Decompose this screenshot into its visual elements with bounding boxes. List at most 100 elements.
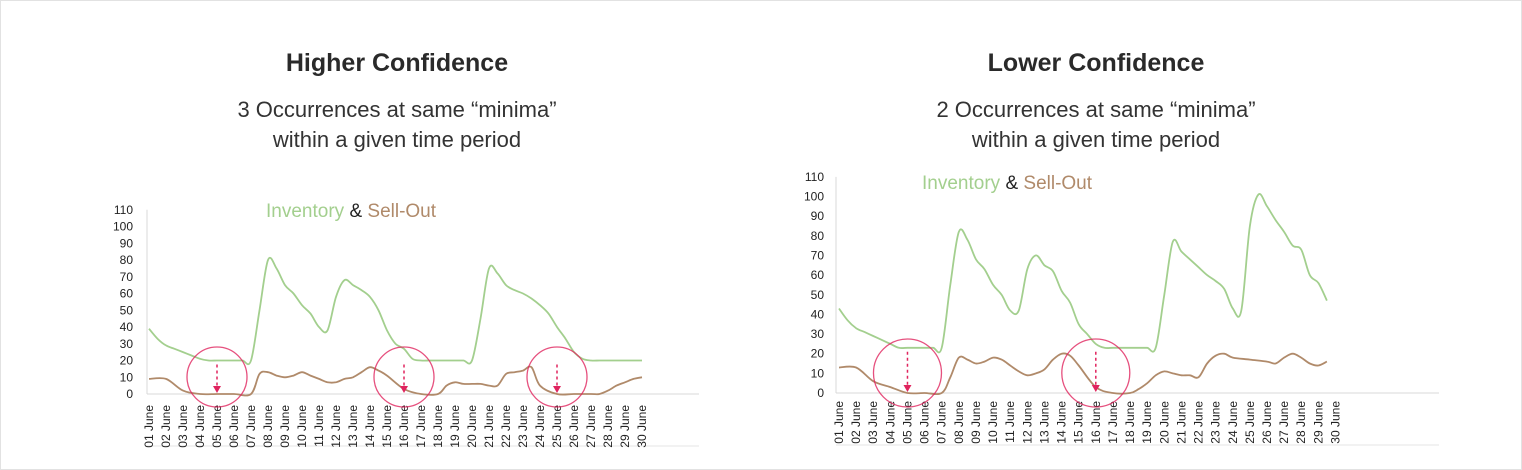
y-tick-label: 30 bbox=[811, 327, 825, 341]
x-tick-label: 29 June bbox=[1311, 401, 1325, 444]
y-tick-label: 100 bbox=[804, 190, 824, 204]
y-tick-label: 0 bbox=[126, 387, 133, 401]
x-tick-label: 03 June bbox=[176, 405, 190, 448]
x-tick-label: 29 June bbox=[618, 405, 632, 448]
y-tick-label: 60 bbox=[120, 287, 134, 301]
y-tick-label: 40 bbox=[120, 320, 134, 334]
x-tick-label: 22 June bbox=[499, 405, 513, 448]
y-tick-label: 10 bbox=[120, 370, 134, 384]
x-tick-label: 11 June bbox=[1003, 401, 1017, 443]
x-tick-label: 23 June bbox=[516, 405, 530, 448]
chart-legend: Inventory & Sell-Out bbox=[266, 201, 437, 222]
sellout-line bbox=[838, 352, 1328, 396]
x-tick-label: 14 June bbox=[1055, 401, 1069, 444]
down-arrow-head bbox=[1091, 385, 1100, 392]
x-tick-label: 23 June bbox=[1209, 401, 1223, 444]
down-arrow-head bbox=[903, 385, 912, 392]
x-tick-label: 01 June bbox=[832, 401, 846, 444]
x-tick-label: 06 June bbox=[918, 401, 932, 444]
x-tick-label: 10 June bbox=[986, 401, 1000, 444]
y-tick-label: 80 bbox=[811, 229, 825, 243]
x-tick-label: 17 June bbox=[1106, 401, 1120, 444]
y-tick-label: 90 bbox=[811, 209, 825, 223]
x-tick-label: 28 June bbox=[601, 405, 615, 448]
minima-circle bbox=[373, 346, 435, 408]
x-tick-label: 08 June bbox=[261, 405, 275, 448]
legend-inventory: Inventory bbox=[922, 173, 1005, 194]
x-tick-label: 27 June bbox=[584, 405, 598, 448]
y-tick-label: 20 bbox=[811, 347, 825, 361]
panel-title-left: Higher Confidence bbox=[285, 49, 509, 77]
x-tick-label: 30 June bbox=[1328, 401, 1342, 444]
y-tick-label: 110 bbox=[114, 203, 133, 217]
down-arrow-head bbox=[553, 386, 561, 393]
minima-circle bbox=[526, 346, 588, 408]
subtitle-line-1: 2 Occurrences at same “minima” bbox=[936, 97, 1256, 122]
x-tick-label: 21 June bbox=[1174, 401, 1188, 444]
legend-amp: & bbox=[349, 201, 367, 222]
panel-subtitle-right: 2 Occurrences at same “minima” within a … bbox=[846, 95, 1346, 155]
x-tick-label: 20 June bbox=[1157, 401, 1171, 444]
legend-sellout: Sell-Out bbox=[1023, 173, 1092, 194]
x-tick-label: 27 June bbox=[1277, 401, 1291, 444]
y-tick-label: 20 bbox=[120, 354, 134, 368]
x-tick-label: 05 June bbox=[210, 405, 224, 448]
x-tick-label: 02 June bbox=[159, 405, 173, 448]
x-tick-label: 15 June bbox=[380, 405, 394, 448]
x-tick-label: 21 June bbox=[482, 405, 496, 448]
x-tick-label: 01 June bbox=[142, 405, 156, 448]
x-tick-label: 18 June bbox=[431, 405, 445, 448]
x-tick-label: 24 June bbox=[1226, 401, 1240, 444]
x-tick-label: 03 June bbox=[866, 401, 880, 444]
inventory-line bbox=[148, 256, 642, 366]
y-tick-label: 40 bbox=[811, 307, 825, 321]
y-tick-label: 70 bbox=[811, 248, 825, 262]
y-tick-label: 70 bbox=[120, 270, 134, 284]
x-tick-label: 15 June bbox=[1072, 401, 1086, 444]
x-tick-label: 13 June bbox=[346, 405, 360, 448]
x-tick-label: 16 June bbox=[1089, 401, 1103, 444]
y-tick-label: 80 bbox=[120, 253, 134, 267]
x-tick-label: 19 June bbox=[448, 405, 462, 448]
y-tick-label: 50 bbox=[120, 303, 134, 317]
x-tick-label: 04 June bbox=[193, 405, 207, 448]
y-tick-label: 110 bbox=[805, 170, 824, 184]
x-tick-label: 30 June bbox=[635, 405, 649, 448]
x-tick-label: 28 June bbox=[1294, 401, 1308, 444]
down-arrow-head bbox=[400, 386, 408, 393]
down-arrow-head bbox=[213, 386, 221, 393]
y-tick-label: 0 bbox=[817, 386, 824, 400]
x-tick-label: 02 June bbox=[849, 401, 863, 444]
x-tick-label: 25 June bbox=[550, 405, 564, 448]
x-tick-label: 20 June bbox=[465, 405, 479, 448]
subtitle-line-2: within a given time period bbox=[971, 127, 1221, 152]
x-tick-label: 25 June bbox=[1243, 401, 1257, 444]
y-tick-label: 60 bbox=[811, 268, 825, 282]
x-tick-label: 24 June bbox=[533, 405, 547, 448]
chart-legend: Inventory & Sell-Out bbox=[922, 173, 1093, 194]
y-tick-label: 50 bbox=[811, 288, 825, 302]
x-tick-label: 11 June bbox=[312, 405, 326, 447]
minima-circle bbox=[872, 338, 943, 408]
x-tick-label: 12 June bbox=[329, 405, 343, 448]
x-tick-label: 19 June bbox=[1140, 401, 1154, 444]
subtitle-line-1: 3 Occurrences at same “minima” bbox=[237, 97, 557, 122]
panel-title-right: Lower Confidence bbox=[987, 49, 1205, 77]
x-tick-label: 10 June bbox=[295, 405, 309, 448]
x-tick-label: 13 June bbox=[1037, 401, 1051, 444]
x-tick-label: 17 June bbox=[414, 405, 428, 448]
legend-sellout: Sell-Out bbox=[367, 201, 436, 222]
x-tick-label: 07 June bbox=[244, 405, 258, 448]
inventory-line bbox=[838, 193, 1328, 354]
x-tick-label: 12 June bbox=[1020, 401, 1034, 444]
panel-subtitle-left: 3 Occurrences at same “minima” within a … bbox=[147, 95, 647, 155]
x-tick-label: 07 June bbox=[935, 401, 949, 444]
x-tick-label: 08 June bbox=[952, 401, 966, 444]
x-tick-label: 14 June bbox=[363, 405, 377, 448]
legend-amp: & bbox=[1005, 173, 1023, 194]
y-tick-label: 30 bbox=[120, 337, 134, 351]
x-tick-label: 18 June bbox=[1123, 401, 1137, 444]
